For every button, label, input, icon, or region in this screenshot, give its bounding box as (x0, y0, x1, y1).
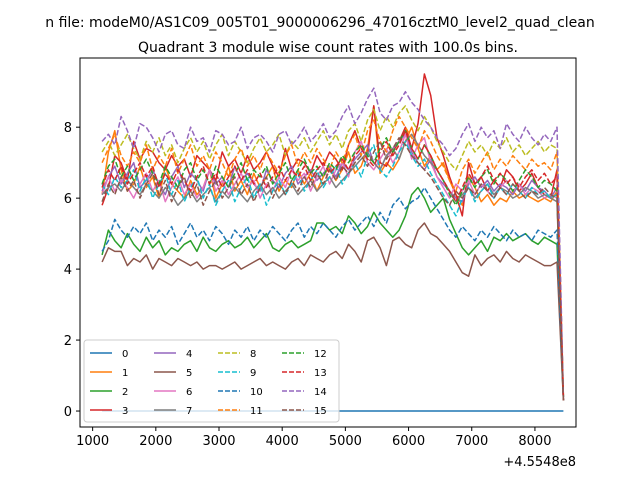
x-tick-label: 2000 (139, 434, 172, 449)
legend-label-5: 5 (186, 368, 192, 379)
x-tick-label: 1000 (76, 434, 109, 449)
y-tick-label: 4 (64, 263, 72, 278)
y-tick-label: 8 (64, 121, 72, 136)
figure-suptitle: n file: modeM0/AS1C09_005T01_9000006296_… (45, 15, 594, 31)
legend-label-7: 7 (186, 406, 192, 417)
y-tick-label: 0 (64, 405, 72, 420)
y-tick-label: 6 (64, 192, 72, 207)
legend-label-15: 15 (314, 406, 327, 417)
x-tick-label: 3000 (202, 434, 235, 449)
legend-label-1: 1 (122, 368, 128, 379)
axis-ticks: 1000 2000 3000 4000 5000 6000 7000 8000 0 2 4 6 8 (64, 121, 552, 449)
x-tick-label: 7000 (455, 434, 488, 449)
legend-label-12: 12 (314, 349, 327, 360)
y-tick-label: 2 (64, 334, 72, 349)
series-line-1 (101, 105, 565, 397)
series-line-5 (101, 222, 565, 401)
legend-label-9: 9 (250, 368, 256, 379)
series-line-15 (101, 137, 565, 401)
x-tick-label: 6000 (392, 434, 425, 449)
legend-label-14: 14 (314, 387, 327, 398)
legend-box (83, 339, 340, 423)
series-line-13 (101, 129, 565, 401)
series-line-12 (101, 129, 565, 401)
x-offset-label: +4.5548e8 (503, 455, 576, 470)
legend-label-2: 2 (122, 387, 128, 398)
x-tick-label: 5000 (329, 434, 362, 449)
x-tick-label: 8000 (518, 434, 551, 449)
chart-title: Quadrant 3 module wise count rates with … (138, 40, 518, 56)
legend-label-6: 6 (186, 387, 192, 398)
series-line-11 (101, 115, 565, 397)
legend-label-8: 8 (250, 349, 256, 360)
series-line-2 (101, 186, 565, 401)
legend-label-4: 4 (186, 349, 192, 360)
legend-label-11: 11 (250, 406, 263, 417)
legend-label-0: 0 (122, 349, 128, 360)
series-line-3 (101, 73, 565, 397)
series-lines (101, 73, 565, 412)
legend-label-13: 13 (314, 368, 327, 379)
series-line-10 (101, 186, 565, 401)
plot-frame (79, 57, 577, 428)
x-tick-label: 4000 (266, 434, 299, 449)
legend-label-10: 10 (250, 387, 263, 398)
legend-label-3: 3 (122, 406, 128, 417)
